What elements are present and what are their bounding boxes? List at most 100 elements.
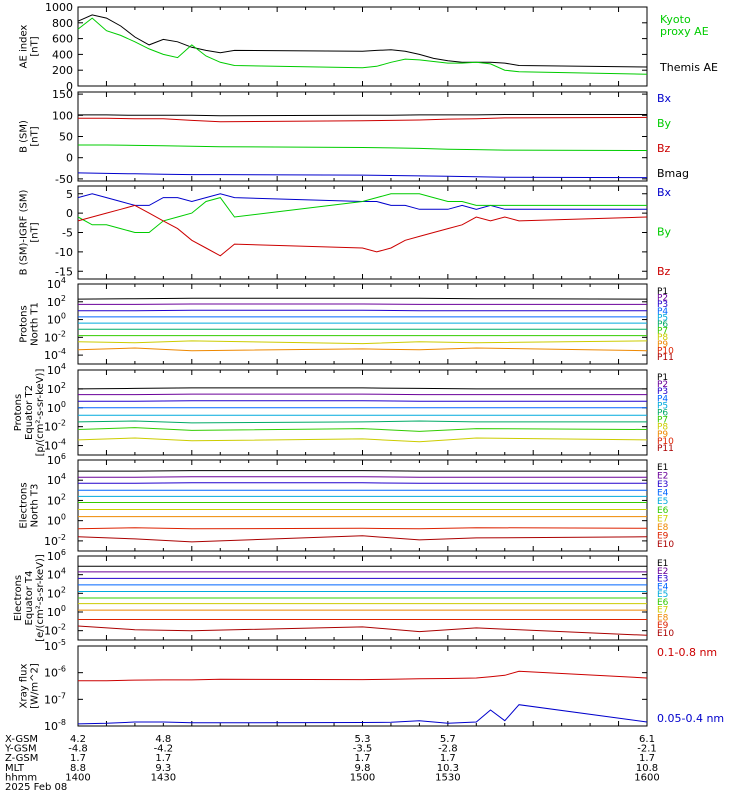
y-tick-label: 600 [52, 33, 73, 46]
ephemeris-row-label: Z-GSM [5, 753, 38, 764]
series-line-p9 [77, 347, 648, 352]
y-axis-label: Protons [13, 394, 24, 431]
ephemeris-value: -2.1 [637, 744, 657, 755]
legend-entry: P1 [657, 373, 668, 383]
ephemeris-value: 9.3 [155, 763, 171, 774]
legend-entry: P8 [657, 333, 668, 343]
y-tick-label: 0 [66, 80, 73, 93]
legend-entry: P3 [657, 300, 668, 310]
y-tick-label: 50 [59, 131, 73, 144]
ephemeris-table: X-GSM 4.2 4.8 5.3 5.7 6.1 Y-GSM -4.8 -4.2 -3.5 -2.… [4, 734, 660, 793]
y-tick-label: 100 [47, 604, 66, 619]
series-line-e10 [77, 535, 648, 543]
y-tick-label: 0 [66, 207, 73, 220]
ephemeris-value: 10.3 [437, 763, 459, 774]
legend-entry: 0.05-0.4 nm [657, 712, 724, 725]
legend-entry: E5 [657, 497, 668, 507]
legend-entry: P4 [657, 307, 668, 317]
y-axis-label: B (SM)-IGRF (SM) [19, 190, 30, 276]
ephemeris-value: 4.8 [155, 734, 171, 745]
ephemeris-value: 1600 [634, 772, 659, 783]
y-axis-label: Equator T4 [24, 571, 35, 626]
y-tick-label: 150 [52, 88, 73, 101]
panel-frame [77, 91, 648, 182]
y-tick-label: 10-8 [44, 718, 66, 733]
series-line-bz [77, 204, 648, 257]
legend-entry: Bx [657, 186, 672, 199]
legend-entry: P7 [657, 327, 668, 337]
y-tick-label: 10-7 [44, 691, 66, 706]
legend-entry: P1 [657, 287, 668, 297]
ephemeris-value: 1.7 [70, 753, 86, 764]
legend-entry: E9 [657, 531, 669, 541]
ephemeris-value: 5.3 [355, 734, 371, 745]
legend-entry: P2 [657, 294, 668, 304]
ephemeris-row-label: X-GSM [5, 734, 38, 745]
legend-entry: 0.1-0.8 nm [657, 646, 717, 659]
ephemeris-value: -2.8 [438, 744, 458, 755]
series-line-p3 [78, 400, 647, 402]
y-axis-label: [e/(cm²-s-sr-keV)] [35, 554, 46, 642]
legend-entry: E8 [657, 613, 669, 623]
legend-entry: E2 [657, 567, 668, 577]
series-line-p1 [77, 387, 647, 390]
panel-frame [77, 283, 648, 365]
legend-entry: P10 [657, 437, 674, 447]
y-tick-label: 104 [47, 472, 66, 487]
series-line-0-1-0-8-nm [78, 670, 648, 682]
legend-entry: Kyoto [660, 13, 691, 26]
panel-frame [77, 185, 648, 280]
y-tick-label: 10-2 [44, 329, 66, 344]
panel-dbsm: -15 -10 -5 0 5 B (SM)-IGRF (SM) [nT] Bx By Bz [19, 185, 672, 280]
ephemeris-row-label: Y-GSM [4, 744, 37, 755]
series-line-p1 [77, 297, 648, 300]
legend-entry: P11 [657, 353, 674, 363]
series-line-p7 [77, 427, 648, 432]
legend-entry: P8 [657, 423, 668, 433]
y-axis-label: North T1 [30, 302, 41, 346]
legend-entry: E4 [657, 582, 669, 592]
legend-entry: P6 [657, 320, 668, 330]
panel-frame [77, 645, 648, 727]
legend-entry: proxy AE [660, 25, 709, 38]
panel-xray: 10-8 10-7 10-6 10-5 Xray flux [W/m^2] 0.1-0.8 … [19, 638, 725, 733]
y-tick-label: 1000 [45, 1, 73, 14]
y-tick-label: 104 [47, 362, 66, 377]
ephemeris-row-label: hhmm [5, 772, 37, 783]
legend-entry: Bx [657, 92, 672, 105]
series-line-p8 [77, 437, 648, 443]
ephemeris-value: 10.8 [636, 763, 658, 774]
legend-entry: E7 [657, 514, 668, 524]
series-line-by [77, 193, 647, 233]
date-label: 2025 Feb 08 [5, 782, 67, 793]
y-axis-label: [p/(cm²-s-sr-keV)] [35, 369, 46, 457]
y-tick-label: 106 [47, 452, 66, 467]
y-axis-label: Xray flux [19, 664, 30, 709]
y-tick-label: 102 [47, 294, 66, 309]
panel-ae: 0 200 400 600 800 1000 AE index [nT] Kyotoproxy … [19, 1, 718, 93]
y-axis-label: Equator T2 [24, 385, 35, 440]
panel-pnt1: 10-4 10-2 100 102 104 Protons North T1 P1P2P3P4… [19, 276, 674, 365]
series-line-p2 [78, 393, 647, 396]
y-tick-label: -5 [62, 227, 73, 240]
legend-entry: E3 [657, 575, 668, 585]
ephemeris-value: 1400 [65, 772, 90, 783]
legend-entry: Themis AE [659, 61, 718, 74]
y-tick-label: 102 [47, 492, 66, 507]
legend-entry: P9 [657, 340, 668, 350]
ephemeris-value: -3.5 [353, 744, 373, 755]
ephemeris-value: 6.1 [639, 734, 655, 745]
y-tick-label: 102 [47, 381, 66, 396]
legend-entry: E6 [657, 598, 669, 608]
legend-entry: Bz [657, 142, 671, 155]
ephemeris-value: 1.7 [440, 753, 456, 764]
series-line-bmag [78, 114, 647, 117]
y-tick-label: 5 [66, 188, 73, 201]
ephemeris-value: 1430 [151, 772, 176, 783]
y-tick-label: 102 [47, 585, 66, 600]
ephemeris-value: -4.8 [68, 744, 88, 755]
legend-entry: E2 [657, 472, 668, 482]
y-tick-label: 800 [52, 17, 73, 30]
